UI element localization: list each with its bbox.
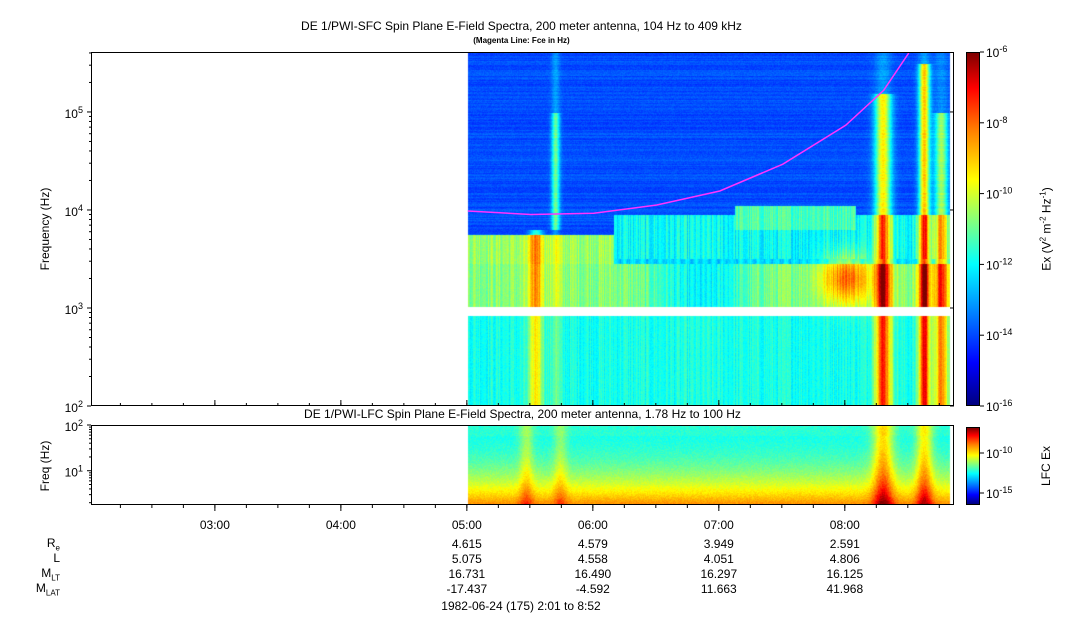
ephemeris-value: 41.968: [826, 582, 864, 596]
xtick-label: 05:00: [452, 518, 482, 532]
top-colorbar-label: Ex (V2 m-2 Hz-1): [1038, 187, 1054, 271]
ephemeris-value: 11.663: [700, 582, 737, 596]
ephemeris-value: 4.558: [577, 552, 608, 566]
bottom-ylabel: Freq (Hz): [38, 440, 52, 492]
bottom-spectrogram-canvas: [92, 426, 953, 504]
colorbar-tick-label: 10-8: [986, 115, 1007, 131]
ephemeris-value: 3.949: [703, 537, 734, 551]
top-plot-overlay: [467, 53, 910, 216]
bottom-colorbar-label: LFC Ex: [1039, 445, 1053, 487]
bottom-spectrogram-plot: [91, 425, 954, 505]
xtick-label: 03:00: [200, 518, 230, 532]
top-panel-subtitle: (Magenta Line: Fce in Hz): [473, 36, 570, 45]
ephemeris-row-label: L: [53, 551, 60, 565]
bottom-panel-title: DE 1/PWI-LFC Spin Plane E-Field Spectra,…: [304, 407, 741, 421]
xtick-label: 07:00: [704, 518, 734, 532]
bottom-ytick-label: 101: [65, 464, 83, 480]
ephemeris-value: 5.075: [451, 552, 482, 566]
top-ytick-label: 104: [65, 203, 83, 219]
top-spectrogram-plot: [91, 52, 954, 406]
top-ytick-label: 103: [65, 301, 83, 317]
xtick-label: 04:00: [326, 518, 356, 532]
lfc-colorbar-tick-label: 10-10: [986, 445, 1012, 461]
colorbar-tick-label: 10-6: [986, 44, 1007, 60]
bottom-colorbar: [966, 427, 980, 505]
ephemeris-value: 2.591: [829, 537, 860, 551]
ephemeris-row-label: MLT: [41, 566, 60, 583]
ephemeris-value: -4.592: [575, 582, 610, 596]
top-ytick-label: 102: [65, 399, 83, 415]
bottom-ytick-label: 102: [65, 418, 83, 434]
ephemeris-value: 4.051: [703, 552, 734, 566]
top-ytick-label: 105: [65, 105, 83, 121]
ephemeris-value: 4.579: [577, 537, 608, 551]
colorbar-tick-label: 10-10: [986, 186, 1012, 202]
ephemeris-row-label: MLAT: [35, 581, 60, 598]
ephemeris-row-label: Re: [46, 536, 60, 553]
ephemeris-value: 16.490: [574, 567, 612, 581]
ephemeris-value: 16.125: [826, 567, 864, 581]
xtick-label: 08:00: [830, 518, 860, 532]
top-spectrogram-canvas: [92, 53, 953, 405]
lfc-colorbar-tick-label: 10-15: [986, 485, 1012, 501]
colorbar-tick-label: 10-12: [986, 256, 1012, 272]
ephemeris-value: 4.806: [829, 552, 860, 566]
colorbar-tick-label: 10-14: [986, 327, 1012, 343]
top-panel-title: DE 1/PWI-SFC Spin Plane E-Field Spectra,…: [301, 19, 742, 33]
footer-time-range: 1982-06-24 (175) 2:01 to 8:52: [441, 599, 601, 613]
ephemeris-value: -17.437: [446, 582, 488, 596]
ephemeris-value: 16.731: [448, 567, 486, 581]
top-colorbar: [966, 52, 980, 406]
xtick-label: 06:00: [578, 518, 608, 532]
ephemeris-value: 4.615: [451, 537, 482, 551]
fce-magenta-line: [467, 53, 910, 216]
ephemeris-value: 16.297: [700, 567, 738, 581]
top-ylabel: Frequency (Hz): [38, 187, 52, 271]
colorbar-tick-label: 10-16: [986, 398, 1012, 414]
